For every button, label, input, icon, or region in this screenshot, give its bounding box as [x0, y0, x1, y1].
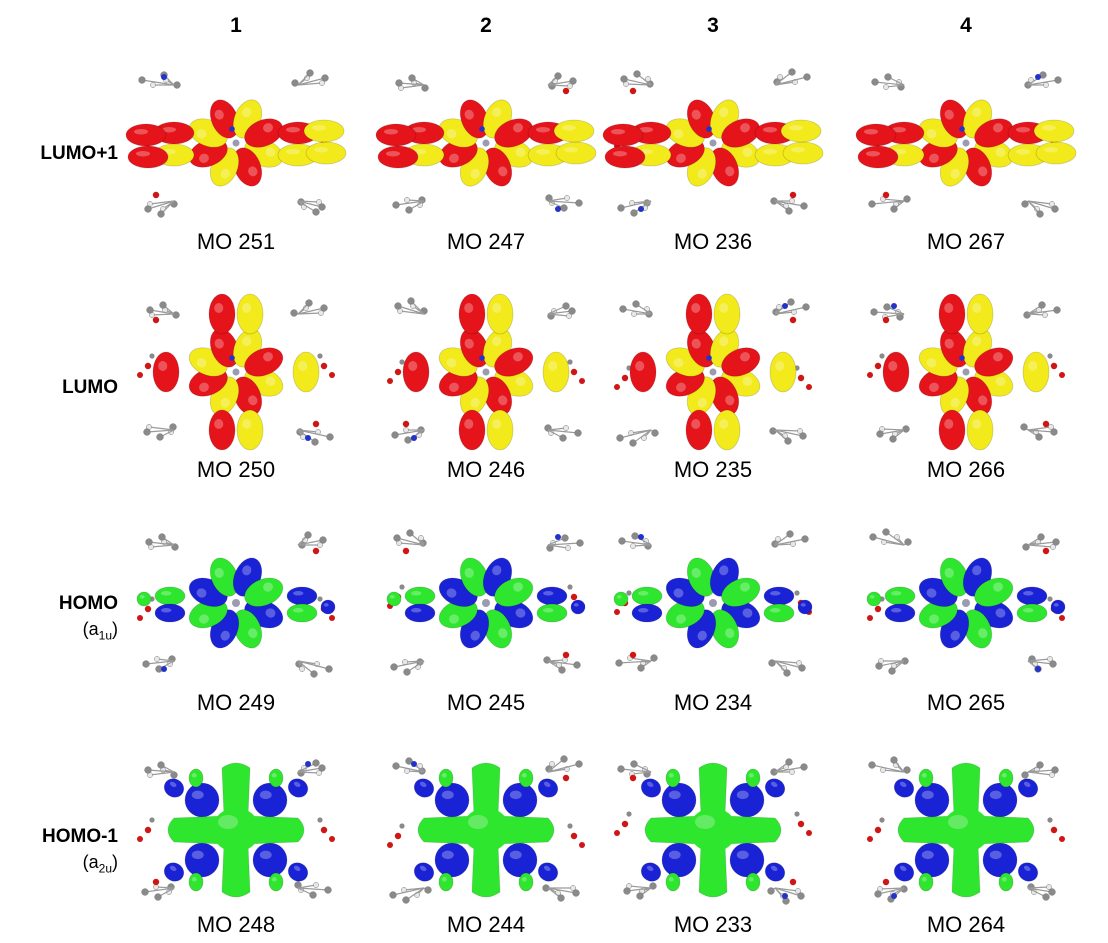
homo-a1u-orbital-icon [613, 530, 813, 677]
homo-minus-1-a2u-orbital-icon [137, 759, 335, 901]
lumo-orbital-icon [387, 293, 585, 451]
mo-label-r4c2: MO 244 [446, 912, 526, 937]
homo-minus-1-a2u-orbital-icon [387, 755, 585, 904]
row-label-lumo-plus-1: LUMO+1 [40, 143, 118, 164]
mo-label-r4c1: MO 248 [196, 912, 276, 937]
lumo-orbital-icon [614, 293, 812, 451]
row-symmetry-homo: (a1u) [82, 619, 118, 643]
mo-label-r2c2: MO 246 [446, 457, 526, 482]
lumo-plus-1-orbital-icon [855, 71, 1077, 218]
lumo-plus-1-orbital-icon [375, 72, 597, 214]
row-label-lumo: LUMO [62, 377, 118, 398]
row-label-homo: HOMO [58, 593, 118, 614]
mo-label-r4c4: MO 264 [926, 912, 1006, 937]
lumo-plus-1-orbital-icon [125, 69, 347, 218]
mo-label-r4c3: MO 233 [673, 912, 753, 937]
column-header-2: 2 [480, 14, 492, 37]
homo-minus-1-a2u-orbital-icon [614, 758, 812, 905]
mo-label-r1c4: MO 267 [926, 229, 1006, 254]
mo-label-r1c1: MO 251 [196, 229, 276, 254]
row-label-homo-minus-1: HOMO-1 [42, 826, 118, 847]
mo-label-r3c3: MO 234 [673, 690, 753, 715]
lumo-orbital-icon [137, 293, 335, 451]
mo-label-r2c1: MO 250 [196, 457, 276, 482]
mo-label-r2c3: MO 235 [673, 457, 753, 482]
mo-label-r3c1: MO 249 [196, 690, 276, 715]
homo-a1u-orbital-icon [136, 531, 336, 678]
column-header-3: 3 [707, 14, 719, 37]
homo-a1u-orbital-icon [386, 529, 586, 676]
homo-minus-1-a2u-orbital-icon [867, 756, 1065, 903]
mo-label-r2c4: MO 266 [926, 457, 1006, 482]
row-symmetry-homo-minus-1: (a2u) [82, 852, 118, 876]
homo-a1u-orbital-icon [866, 528, 1066, 675]
column-header-4: 4 [960, 14, 972, 37]
mo-label-r1c3: MO 236 [673, 229, 753, 254]
lumo-plus-1-orbital-icon [602, 68, 824, 217]
mo-label-r3c2: MO 245 [446, 690, 526, 715]
column-header-1: 1 [230, 14, 242, 37]
mo-label-r3c4: MO 265 [926, 690, 1006, 715]
mo-label-r1c2: MO 247 [446, 229, 526, 254]
lumo-orbital-icon [867, 293, 1065, 451]
